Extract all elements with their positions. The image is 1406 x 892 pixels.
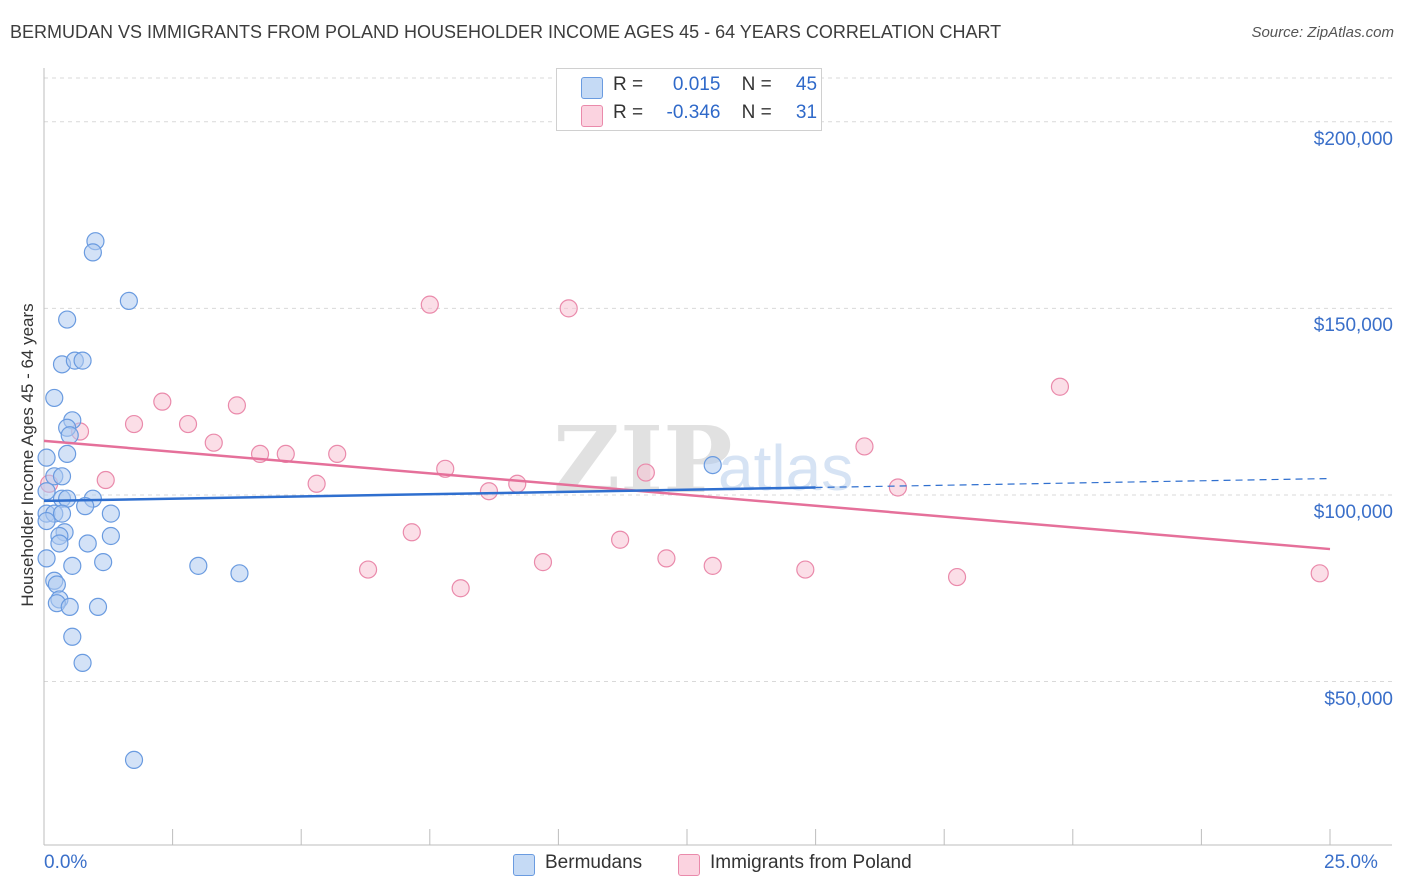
legend-r-label: R = — [613, 102, 644, 123]
poland-point — [533, 553, 553, 572]
legend-swatch-blue — [581, 77, 603, 99]
bermudan-point — [37, 448, 56, 467]
legend-n-label: N = — [741, 102, 772, 123]
data-points — [37, 232, 1329, 770]
bermudan-trendline — [43, 486, 816, 503]
correlation-legend: R = 0.015 N = 45 R = -0.346 N = 31 — [556, 68, 822, 131]
x-tick-max: 25.0% — [1324, 852, 1378, 873]
poland-point — [636, 463, 655, 482]
bermudan-point — [37, 482, 56, 501]
legend-r-value: 0.015 — [672, 74, 721, 95]
source-credit: Source: ZipAtlas.com — [1251, 24, 1394, 41]
bermudan-point — [101, 504, 120, 523]
bermudan-point — [76, 497, 95, 516]
poland-point — [328, 444, 347, 464]
bermudan-point — [73, 653, 92, 672]
bermudan-point — [94, 553, 113, 572]
poland-point — [479, 482, 499, 501]
chart-title: BERMUDAN VS IMMIGRANTS FROM POLAND HOUSE… — [10, 22, 1002, 42]
poland-point — [307, 474, 326, 493]
y-tick-label: $200,000 — [1313, 128, 1393, 150]
bermudan-point — [37, 549, 56, 568]
bermudan-point — [52, 467, 72, 486]
poland-point — [1050, 377, 1070, 396]
legend-row-poland: R = -0.346 N = 31 — [613, 102, 817, 128]
legend-r-label: R = — [613, 74, 644, 95]
poland-point — [508, 474, 527, 493]
legend-n-label: N = — [741, 74, 772, 95]
bermudan-trendline-extension — [815, 477, 1331, 489]
bottom-legend-poland: Immigrants from Poland — [710, 852, 912, 873]
bermudan-point — [119, 291, 138, 311]
bermudan-point — [58, 444, 77, 464]
bermudan-point — [101, 526, 120, 546]
bottom-legend-swatch-poland — [678, 854, 700, 876]
poland-point — [796, 560, 815, 579]
poland-point — [124, 414, 144, 434]
poland-point — [402, 523, 421, 542]
bermudan-point — [88, 597, 108, 617]
bermudan-point — [52, 504, 72, 523]
poland-point — [358, 560, 378, 579]
poland-point — [947, 567, 967, 587]
poland-trendline — [43, 439, 1331, 551]
legend-row-bermudans: R = 0.015 N = 45 — [613, 74, 817, 100]
bermudan-point — [63, 556, 82, 575]
bermudan-point — [73, 351, 92, 370]
bermudan-point — [703, 455, 722, 475]
bermudan-point — [230, 564, 249, 583]
bottom-legend-swatch-bermudans — [513, 854, 535, 876]
bermudan-point — [83, 243, 102, 262]
gridlines — [44, 77, 1392, 683]
legend-r-value: -0.346 — [666, 102, 721, 123]
poland-point — [451, 579, 470, 598]
poland-point — [888, 478, 908, 497]
bermudan-point — [58, 310, 77, 329]
bermudan-point — [124, 750, 144, 770]
bermudan-point — [50, 534, 69, 553]
poland-point — [559, 299, 578, 318]
poland-point — [96, 470, 115, 490]
legend-n-value: 31 — [795, 102, 818, 123]
poland-point — [153, 392, 172, 411]
bermudan-point — [60, 426, 79, 445]
poland-point — [420, 295, 439, 314]
bottom-legend-bermudans: Bermudans — [545, 852, 643, 873]
poland-point — [204, 433, 223, 452]
trendlines — [43, 439, 1331, 551]
y-tick-label: $100,000 — [1313, 501, 1393, 523]
watermark-atlas: atlas — [718, 432, 853, 504]
y-tick-label: $150,000 — [1313, 315, 1393, 337]
bermudan-point — [47, 575, 66, 594]
poland-point — [703, 556, 722, 575]
poland-point — [178, 414, 198, 434]
poland-point — [855, 437, 874, 456]
bermudan-point — [37, 511, 56, 531]
poland-point — [657, 549, 676, 568]
legend-n-value: 45 — [795, 74, 818, 95]
bermudan-point — [45, 388, 64, 408]
y-tick-label: $50,000 — [1324, 688, 1393, 710]
bermudan-point — [63, 627, 82, 646]
bermudan-point — [60, 597, 79, 617]
bermudan-point — [189, 556, 208, 575]
poland-point — [611, 530, 630, 549]
bermudan-point — [78, 534, 97, 553]
x-tick-min: 0.0% — [44, 852, 88, 873]
poland-point — [227, 396, 246, 415]
poland-point — [1310, 564, 1329, 583]
watermark: ZIP atlas — [553, 406, 853, 514]
legend-swatch-pink — [581, 105, 603, 127]
